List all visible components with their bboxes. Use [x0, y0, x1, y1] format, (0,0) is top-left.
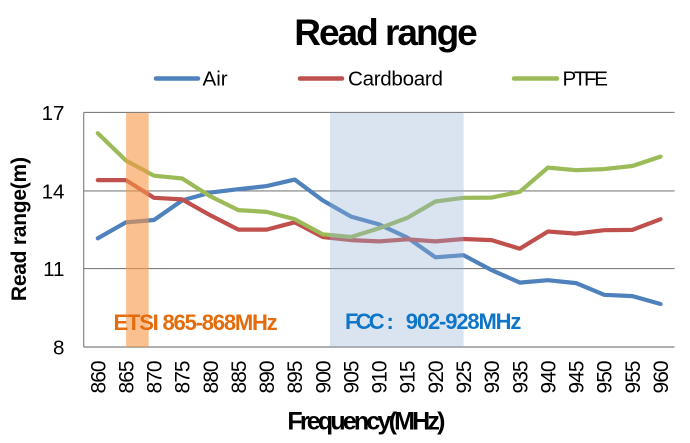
svg-text:930: 930	[481, 361, 504, 393]
svg-text:PTFE: PTFE	[563, 67, 608, 90]
svg-text:11: 11	[43, 258, 64, 281]
svg-text:960: 960	[650, 361, 673, 393]
svg-text:8: 8	[53, 337, 64, 360]
svg-text:Read range(m): Read range(m)	[8, 157, 31, 301]
svg-text:920: 920	[425, 361, 448, 393]
svg-text:880: 880	[200, 361, 223, 393]
svg-text:955: 955	[622, 361, 645, 393]
svg-text:ETSI 865-868MHz: ETSI 865-868MHz	[114, 310, 278, 335]
svg-text:Frequency(MHz): Frequency(MHz)	[287, 407, 445, 435]
svg-text::: :	[387, 309, 394, 334]
svg-text:Cardboard: Cardboard	[348, 67, 443, 90]
svg-text:935: 935	[509, 361, 532, 393]
svg-text:17: 17	[42, 102, 65, 125]
svg-text:895: 895	[284, 361, 307, 393]
svg-text:Read range: Read range	[294, 12, 477, 53]
svg-text:875: 875	[172, 361, 195, 393]
svg-text:925: 925	[453, 361, 476, 393]
svg-text:860: 860	[87, 361, 110, 393]
svg-text:950: 950	[594, 361, 617, 393]
svg-text:885: 885	[228, 361, 251, 393]
svg-text:905: 905	[341, 361, 364, 393]
svg-text:865: 865	[115, 361, 138, 393]
svg-text:14: 14	[42, 180, 65, 203]
svg-text:910: 910	[369, 361, 392, 393]
svg-text:915: 915	[397, 361, 420, 393]
svg-text:940: 940	[537, 361, 560, 393]
svg-text:FCC: FCC	[345, 309, 385, 334]
svg-text:900: 900	[312, 361, 335, 393]
svg-text:870: 870	[144, 361, 167, 393]
svg-text:945: 945	[566, 361, 589, 393]
svg-text:890: 890	[256, 361, 279, 393]
svg-text:Air: Air	[203, 67, 228, 90]
svg-text:902-928MHz: 902-928MHz	[406, 309, 522, 334]
